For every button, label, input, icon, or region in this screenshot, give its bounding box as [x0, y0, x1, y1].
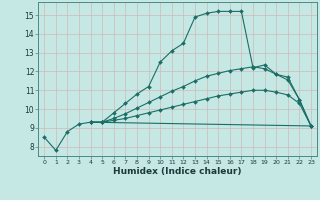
X-axis label: Humidex (Indice chaleur): Humidex (Indice chaleur) [113, 167, 242, 176]
